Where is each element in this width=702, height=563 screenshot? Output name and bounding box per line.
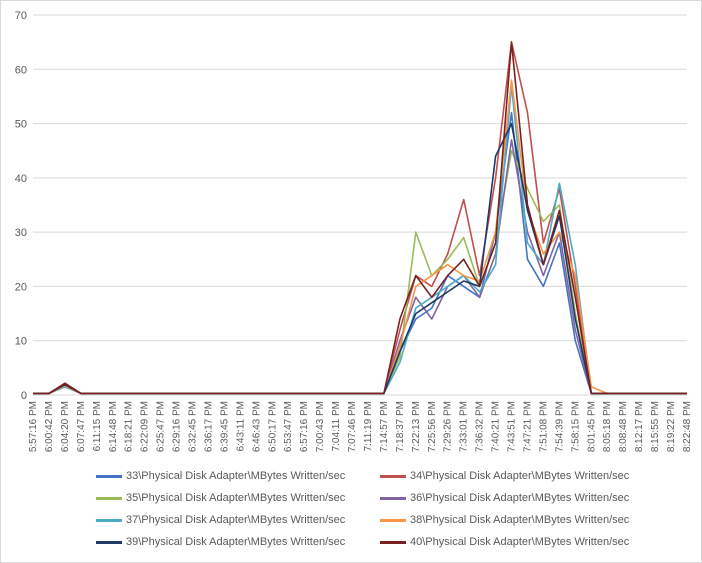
x-tick-label: 6:29:16 PM [172, 401, 183, 452]
series-line-1 [33, 111, 687, 395]
series-line-6 [33, 79, 687, 395]
legend-swatch [380, 540, 406, 544]
legend-item: 38\Physical Disk Adapter\MBytes Written/… [380, 511, 656, 529]
x-tick-label: 6:22:09 PM [140, 401, 151, 452]
x-tick-label: 7:04:11 PM [331, 401, 342, 451]
legend-item: 40\Physical Disk Adapter\MBytes Written/… [380, 533, 656, 551]
x-tick-label: 6:39:45 PM [219, 401, 230, 452]
x-tick-label: 6:25:47 PM [156, 401, 167, 452]
x-tick-label: 6:18:21 PM [124, 401, 135, 452]
x-tick-label: 7:58:15 PM [570, 401, 581, 452]
x-tick-label: 6:43:11 PM [235, 401, 246, 451]
x-tick-label: 7:54:39 PM [554, 401, 565, 452]
legend-label: 39\Physical Disk Adapter\MBytes Written/… [126, 536, 346, 548]
x-tick-label: 6:07:47 PM [76, 401, 87, 452]
legend-label: 40\Physical Disk Adapter\MBytes Written/… [410, 536, 630, 548]
legend-label: 38\Physical Disk Adapter\MBytes Written/… [410, 514, 630, 526]
y-tick-label: 70 [15, 10, 27, 22]
x-tick-label: 6:04:20 PM [60, 401, 71, 452]
legend-item: 37\Physical Disk Adapter\MBytes Written/… [96, 511, 372, 529]
legend-item: 33\Physical Disk Adapter\MBytes Written/… [96, 467, 372, 485]
x-tick-label: 6:32:45 PM [188, 401, 199, 452]
legend-swatch [380, 518, 406, 522]
legend-item: 34\Physical Disk Adapter\MBytes Written/… [380, 467, 656, 485]
x-tick-label: 6:36:17 PM [203, 401, 214, 452]
x-tick-label: 5:57:16 PM [28, 401, 39, 452]
legend-label: 34\Physical Disk Adapter\MBytes Written/… [410, 470, 630, 482]
legend-swatch [380, 496, 406, 500]
y-tick-label: 20 [15, 281, 27, 293]
y-tick-label: 0 [21, 390, 27, 402]
y-tick-label: 10 [15, 336, 27, 348]
legend-swatch [96, 474, 122, 478]
x-tick-label: 7:33:01 PM [459, 401, 470, 452]
legend-swatch [96, 540, 122, 544]
x-tick-label: 7:40:21 PM [491, 401, 502, 452]
x-tick-label: 6:46:43 PM [251, 401, 262, 452]
series-line-8 [33, 41, 687, 395]
legend-swatch [96, 518, 122, 522]
x-tick-label: 7:51:08 PM [538, 401, 549, 452]
legend-label: 37\Physical Disk Adapter\MBytes Written/… [126, 514, 346, 526]
x-tick-label: 6:11:15 PM [92, 401, 103, 451]
x-tick-label: 8:08:48 PM [618, 401, 629, 452]
x-tick-label: 7:07:46 PM [347, 401, 358, 452]
y-tick-label: 40 [15, 173, 27, 185]
legend: 33\Physical Disk Adapter\MBytes Written/… [96, 467, 656, 551]
x-tick-label: 6:50:17 PM [267, 401, 278, 452]
y-tick-label: 60 [15, 64, 27, 76]
x-tick-label: 7:29:26 PM [443, 401, 454, 452]
x-tick-label: 8:19:22 PM [666, 401, 677, 452]
line-chart: 0 10 20 30 40 50 60 70 5:57:16 PM 6:00:42 PM 6:04:… [15, 10, 693, 452]
x-tick-label: 7:18:37 PM [395, 401, 406, 452]
legend-label: 36\Physical Disk Adapter\MBytes Written/… [410, 492, 630, 504]
legend-item: 39\Physical Disk Adapter\MBytes Written/… [96, 533, 372, 551]
x-tick-label: 7:11:19 PM [363, 401, 374, 451]
x-tick-label: 8:01:45 PM [586, 401, 597, 452]
x-tick-label: 6:57:16 PM [299, 401, 310, 452]
x-tick-label: 7:43:51 PM [507, 401, 518, 452]
legend-label: 35\Physical Disk Adapter\MBytes Written/… [126, 492, 346, 504]
x-tick-label: 7:00:43 PM [315, 401, 326, 452]
legend-item: 35\Physical Disk Adapter\MBytes Written/… [96, 489, 372, 507]
x-tick-label: 8:05:18 PM [602, 401, 613, 452]
x-tick-label: 7:14:57 PM [379, 401, 390, 452]
y-tick-label: 50 [15, 119, 27, 131]
x-tick-label: 8:12:17 PM [634, 401, 645, 452]
x-tick-label: 6:14:48 PM [108, 401, 119, 452]
y-tick-label: 30 [15, 227, 27, 239]
x-tick-label: 8:22:48 PM [682, 401, 693, 452]
x-tick-label: 8:15:55 PM [650, 401, 661, 452]
x-tick-label: 7:22:13 PM [411, 401, 422, 452]
legend-label: 33\Physical Disk Adapter\MBytes Written/… [126, 470, 346, 482]
legend-swatch [380, 474, 406, 478]
x-tick-label: 7:36:32 PM [475, 401, 486, 452]
x-tick-label: 7:25:56 PM [427, 401, 438, 452]
legend-item: 36\Physical Disk Adapter\MBytes Written/… [380, 489, 656, 507]
series-line-3 [33, 149, 687, 395]
x-tick-label: 6:00:42 PM [44, 401, 55, 452]
x-tick-label: 7:47:21 PM [522, 401, 533, 452]
series-line-5 [33, 84, 687, 395]
legend-swatch [96, 496, 122, 500]
series-line-7 [33, 122, 687, 395]
x-tick-label: 6:53:47 PM [283, 401, 294, 452]
